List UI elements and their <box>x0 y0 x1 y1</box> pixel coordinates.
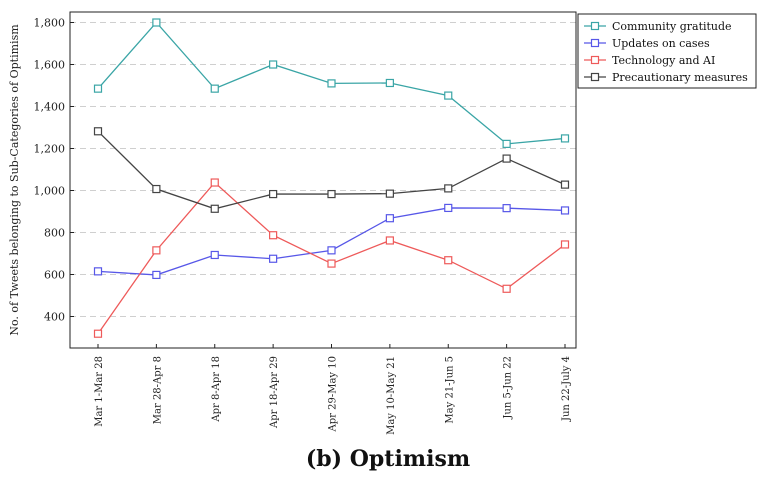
data-point <box>93 127 103 136</box>
y-axis-ticks: 400 600 800 1,000 1,200 1,400 1,600 1,800 <box>34 17 74 324</box>
data-point <box>327 79 336 88</box>
data-point <box>502 284 511 293</box>
data-point <box>560 180 570 189</box>
legend-label: Updates on cases <box>612 37 710 50</box>
data-point <box>327 189 336 199</box>
data-point <box>444 203 453 213</box>
line-chart: 400 600 800 1,000 1,200 1,400 1,600 1,800 Mar 1… <box>8 11 757 435</box>
y-tick-label: 600 <box>44 269 65 282</box>
data-point <box>269 254 278 263</box>
data-point <box>269 189 278 199</box>
data-point <box>93 329 103 338</box>
legend-label: Technology and AI <box>612 54 715 67</box>
data-point <box>210 204 219 213</box>
legend-marker <box>590 38 600 48</box>
data-point <box>385 189 394 198</box>
data-point <box>210 178 219 187</box>
data-point <box>269 60 278 69</box>
y-tick-label: 1,200 <box>34 143 66 156</box>
x-tick-label: May 21-Jun 5 <box>444 356 455 424</box>
legend-marker <box>590 55 600 65</box>
y-tick-label: 1,600 <box>34 59 66 72</box>
x-tick-label: Apr 18-Apr 29 <box>269 356 280 429</box>
data-point <box>385 78 394 88</box>
data-point <box>152 18 161 27</box>
data-point <box>152 270 161 280</box>
legend-label: Community gratitude <box>612 20 732 33</box>
series-line <box>97 181 566 335</box>
data-point <box>385 214 394 223</box>
data-point <box>152 246 161 255</box>
data-point <box>327 259 336 268</box>
y-tick-label: 400 <box>44 311 65 324</box>
grid-lines <box>70 22 576 317</box>
data-point <box>444 256 453 265</box>
legend: Community gratitude Updates on cases Techn… <box>577 13 757 89</box>
plot-frame <box>69 11 577 349</box>
data-point <box>560 240 570 249</box>
y-tick-label: 1,000 <box>34 185 66 198</box>
data-point <box>327 246 336 255</box>
y-tick-label: 800 <box>44 227 65 240</box>
y-tick-label: 1,400 <box>34 101 66 114</box>
x-tick-label: Mar 1-Mar 28 <box>94 356 105 427</box>
x-tick-label: Jun 22-July 4 <box>561 356 572 422</box>
x-axis-ticks: Mar 1-Mar 28 Mar 28-Apr 8 Apr 8-Apr 18 Apr … <box>94 344 572 435</box>
x-tick-label: Jun 5-Jun 22 <box>503 356 514 420</box>
data-point <box>152 184 161 194</box>
data-point <box>93 267 103 276</box>
data-point <box>560 134 570 143</box>
data-point <box>502 139 511 148</box>
data-point <box>93 84 103 93</box>
figure-caption: (b) Optimism <box>305 446 471 472</box>
data-point <box>444 91 453 100</box>
legend-label: Precautionary measures <box>612 71 748 84</box>
x-tick-label: Apr 8-Apr 18 <box>211 356 222 423</box>
series-group <box>93 18 570 338</box>
data-point <box>269 231 278 240</box>
legend-marker <box>590 21 600 31</box>
data-point <box>560 206 570 215</box>
data-point <box>385 236 394 245</box>
legend-box <box>577 13 757 89</box>
x-tick-label: May 10-May 21 <box>386 356 397 435</box>
legend-marker <box>590 72 600 82</box>
data-point <box>502 154 511 163</box>
y-tick-label: 1,800 <box>34 17 66 30</box>
x-tick-label: Apr 29-May 10 <box>328 356 339 432</box>
data-point <box>210 250 219 260</box>
y-axis-title: No. of Tweets belonging to Sub-Categorie… <box>8 24 21 336</box>
data-point <box>502 204 511 213</box>
data-point <box>210 84 219 93</box>
data-point <box>444 184 453 193</box>
x-tick-label: Mar 28-Apr 8 <box>152 356 163 424</box>
